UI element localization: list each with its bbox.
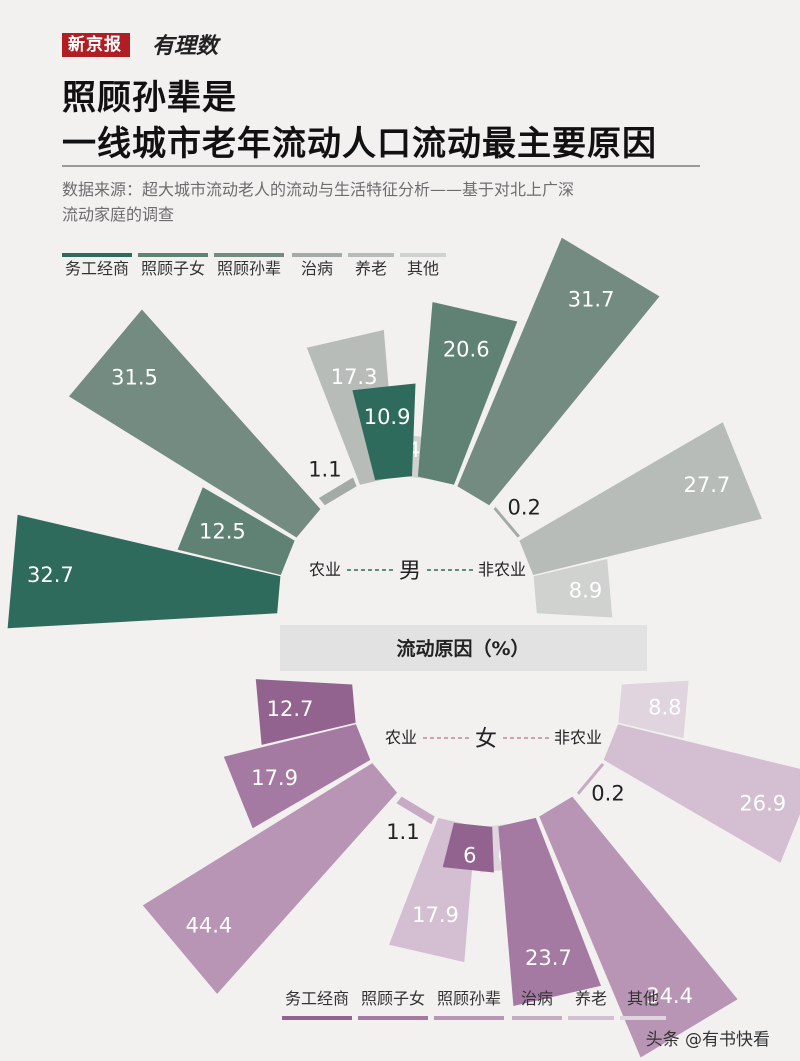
- source-line-2: 流动家庭的调查: [62, 205, 175, 224]
- female-agri-value-0: 12.7: [267, 697, 314, 721]
- male-agri-value-1: 12.5: [199, 519, 246, 543]
- column-logo: 有理数: [152, 33, 219, 59]
- legend-label-2: 照顾孙辈: [437, 989, 501, 1008]
- female-nonagri-value-0: 6: [463, 844, 476, 868]
- legend-label-1: 照顾子女: [141, 259, 205, 278]
- female-agri-value-3: 1.1: [386, 820, 419, 844]
- legend-label-0: 务工经商: [285, 989, 349, 1008]
- legend-swatch-2: [214, 253, 284, 257]
- female-agri-bar-3: [396, 796, 435, 825]
- female-agri-bar-0: [255, 679, 356, 745]
- source-line-1: 数据来源：超大城市流动老人的流动与生活特征分析——基于对北上广深: [62, 180, 575, 199]
- male-nonagri-value-1: 20.6: [443, 338, 490, 362]
- male-agri-label: 农业: [309, 560, 341, 579]
- male-gender-label: 男: [399, 559, 421, 584]
- brand-logo: 新京报: [62, 33, 130, 57]
- female-agri-value-1: 17.9: [251, 766, 298, 790]
- female-agri-value-4: 17.9: [412, 903, 459, 927]
- legend-swatch-2: [434, 1016, 504, 1020]
- female-agri-bar-2: [142, 763, 397, 994]
- female-nonagri-bar-5: [618, 680, 689, 739]
- female-nonagri-value-3: 0.2: [591, 782, 624, 806]
- male-nonagri-label: 非农业: [478, 560, 526, 579]
- male-agri-value-4: 17.3: [331, 365, 378, 389]
- legend-label-0: 务工经商: [65, 259, 129, 278]
- male-nonagri-value-4: 27.7: [684, 473, 731, 497]
- male-nonagri-bar-5: [533, 559, 613, 618]
- female-nonagri-value-4: 26.9: [739, 791, 786, 815]
- male-agri-bar-3: [318, 477, 357, 506]
- legend-female: 务工经商 照顾子女 照顾孙辈 治病 养老 其他: [282, 989, 666, 1020]
- male-nonagri-value-5: 8.9: [569, 578, 602, 602]
- title-divider: [62, 165, 700, 167]
- legend-swatch-5: [400, 253, 446, 257]
- male-agri-value-2: 31.5: [111, 365, 158, 389]
- legend-swatch-4: [348, 253, 394, 257]
- legend-label-5: 其他: [627, 989, 659, 1008]
- male-agri-value-3: 1.1: [308, 457, 341, 481]
- female-nonagri-bar-4: [603, 724, 800, 863]
- legend-label-3: 治病: [521, 989, 553, 1008]
- male-agri-value-0: 32.7: [27, 563, 74, 587]
- legend-label-1: 照顾子女: [361, 989, 425, 1008]
- female-nonagri-label: 非农业: [554, 728, 602, 747]
- legend-label-5: 其他: [407, 259, 439, 278]
- legend-swatch-0: [62, 253, 132, 257]
- male-nonagri-bar-4: [519, 422, 762, 575]
- legend-swatch-3: [512, 1016, 562, 1020]
- female-nonagri-value-2: 34.4: [646, 984, 693, 1008]
- legend-swatch-5: [620, 1016, 666, 1020]
- legend-label-4: 养老: [355, 259, 387, 278]
- male-nonagri-value-2: 31.7: [568, 288, 615, 312]
- female-nonagri-bar-2: [539, 796, 738, 1058]
- male-nonagri-value-3: 0.2: [507, 496, 540, 520]
- center-label-box: [280, 625, 647, 671]
- male-nonagri-bar-1: [417, 302, 518, 485]
- legend-label-2: 照顾孙辈: [217, 259, 281, 278]
- center-label: 流动原因（%）: [396, 637, 529, 660]
- legend-label-3: 治病: [301, 259, 333, 278]
- female-agri-value-2: 44.4: [186, 913, 233, 937]
- legend-swatch-4: [568, 1016, 614, 1020]
- female-nonagri-value-1: 23.7: [525, 946, 572, 970]
- female-gender-label: 女: [475, 727, 497, 752]
- female-agri-bar-1: [223, 724, 371, 829]
- legend-swatch-3: [292, 253, 342, 257]
- female-agri-label: 农业: [385, 728, 417, 747]
- male-nonagri-bar-2: [457, 237, 660, 506]
- legend-swatch-0: [282, 1016, 352, 1020]
- female-nonagri-value-5: 8.8: [648, 696, 681, 720]
- male-nonagri-bar-0: [352, 383, 416, 480]
- legend-male: 务工经商 照顾子女 照顾孙辈 治病 养老 其他: [62, 253, 446, 278]
- legend-swatch-1: [358, 1016, 428, 1020]
- panel-male: 32.712.531.51.117.34.910.920.631.70.227.…: [7, 237, 762, 629]
- male-agri-bar-2: [69, 309, 321, 538]
- female-nonagri-bar-3: [577, 763, 605, 795]
- male-nonagri-value-0: 10.9: [364, 405, 411, 429]
- panel-female: 12.717.944.41.117.96623.734.40.226.98.8农…: [142, 679, 800, 1058]
- watermark: 头条 @有书快看: [646, 1030, 770, 1050]
- page-title-line-1: 照顾孙辈是: [62, 78, 237, 118]
- male-nonagri-bar-3: [493, 506, 520, 538]
- page-title-line-2: 一线城市老年流动人口流动最主要原因: [62, 124, 657, 164]
- legend-label-4: 养老: [575, 989, 607, 1008]
- legend-swatch-1: [138, 253, 208, 257]
- male-agri-bar-0: [7, 514, 281, 629]
- female-nonagri-bar-1: [498, 817, 601, 1006]
- female-nonagri-bar-0: [442, 822, 494, 873]
- male-agri-bar-1: [177, 487, 295, 575]
